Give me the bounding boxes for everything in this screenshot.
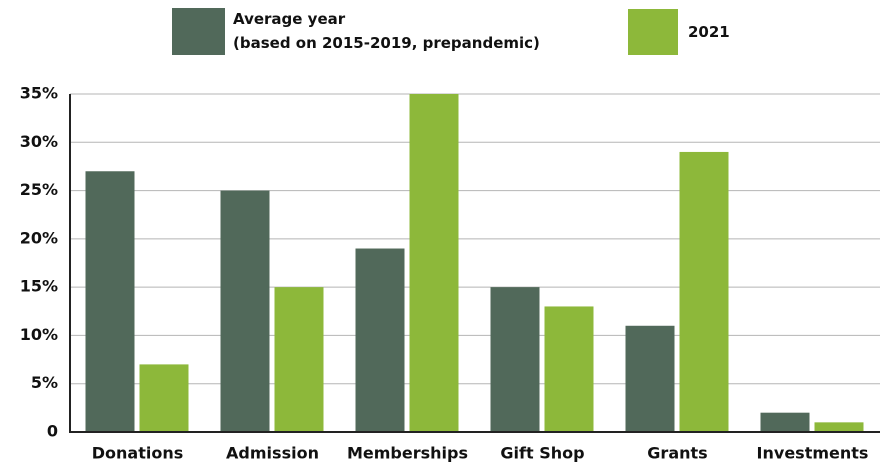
bar: [220, 190, 270, 432]
y-tick-label: 10%: [20, 325, 58, 344]
x-tick-label: Admission: [226, 444, 319, 463]
x-tick-label: Grants: [647, 444, 707, 463]
bar: [814, 422, 864, 432]
legend-label: 2021: [688, 23, 730, 41]
legend-swatch: [628, 9, 678, 55]
legend-label: Average year (based on 2015-2019, prepan…: [233, 10, 540, 52]
y-tick-label: 20%: [20, 228, 58, 247]
bar: [544, 306, 594, 432]
y-tick-label: 35%: [20, 84, 58, 103]
y-tick-label: 30%: [20, 132, 58, 151]
bar: [625, 325, 675, 432]
bar: [274, 287, 324, 432]
bar: [490, 287, 540, 432]
bar: [85, 171, 135, 432]
legend-swatch: [172, 8, 225, 55]
bar: [139, 364, 189, 432]
bar: [409, 94, 459, 432]
x-tick-label: Gift Shop: [500, 444, 584, 463]
y-tick-label: 25%: [20, 180, 58, 199]
y-tick-label: 0: [47, 422, 58, 441]
x-tick-label: Donations: [92, 444, 184, 463]
x-tick-label: Investments: [757, 444, 869, 463]
y-tick-label: 5%: [31, 373, 58, 392]
x-tick-label: Memberships: [347, 444, 468, 463]
y-tick-label: 15%: [20, 277, 58, 296]
bar: [355, 248, 405, 432]
bar: [679, 151, 729, 432]
bar: [760, 412, 810, 432]
